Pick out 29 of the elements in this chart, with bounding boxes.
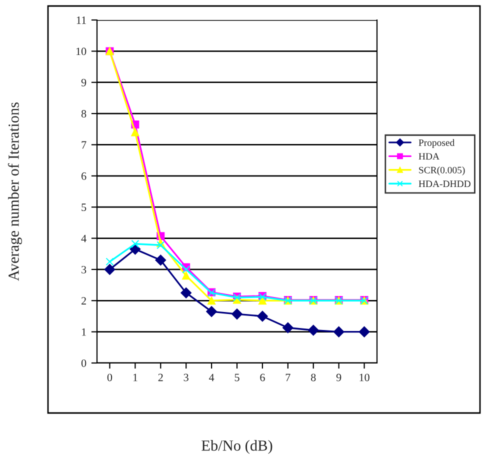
x-tick-label: 7	[286, 374, 290, 382]
x-axis-title: Eb/No (dB)	[202, 440, 272, 454]
y-tick-label: 8	[81, 110, 86, 118]
y-tick-label: 3	[82, 266, 86, 274]
y-tick-label: 4	[81, 234, 86, 242]
y-tick-label: 11	[76, 16, 86, 24]
y-tick-label: 7	[82, 141, 86, 149]
legend-label: SCR(0.005)	[419, 166, 465, 176]
x-tick-label: 9	[336, 374, 342, 382]
x-tick-label: 3	[184, 374, 188, 382]
y-tick-label: 2	[82, 297, 86, 304]
y-tick-label: 1	[82, 328, 86, 336]
y-tick-label: 5	[82, 204, 86, 212]
y-tick-label: 10	[76, 48, 86, 56]
y-tick-label: 0	[81, 359, 86, 367]
x-tick-label: 0	[107, 374, 112, 382]
x-tick-label: 5	[234, 374, 240, 382]
x-tick-label: 2	[158, 374, 163, 382]
y-tick-label: 6	[82, 172, 86, 180]
y-axis-title: Average number of Iterations	[8, 102, 22, 281]
x-tick-label: 6	[260, 374, 265, 382]
x-tick-label: 8	[311, 374, 316, 382]
x-tick-label: 1	[133, 374, 138, 382]
legend-label: HDA-DHDD	[418, 180, 470, 188]
x-tick-label: 10	[360, 374, 370, 382]
y-tick-label: 9	[81, 78, 86, 86]
x-tick-label: 4	[208, 374, 214, 382]
legend-label: Proposed	[418, 139, 455, 148]
legend-label: HDA	[418, 153, 440, 160]
